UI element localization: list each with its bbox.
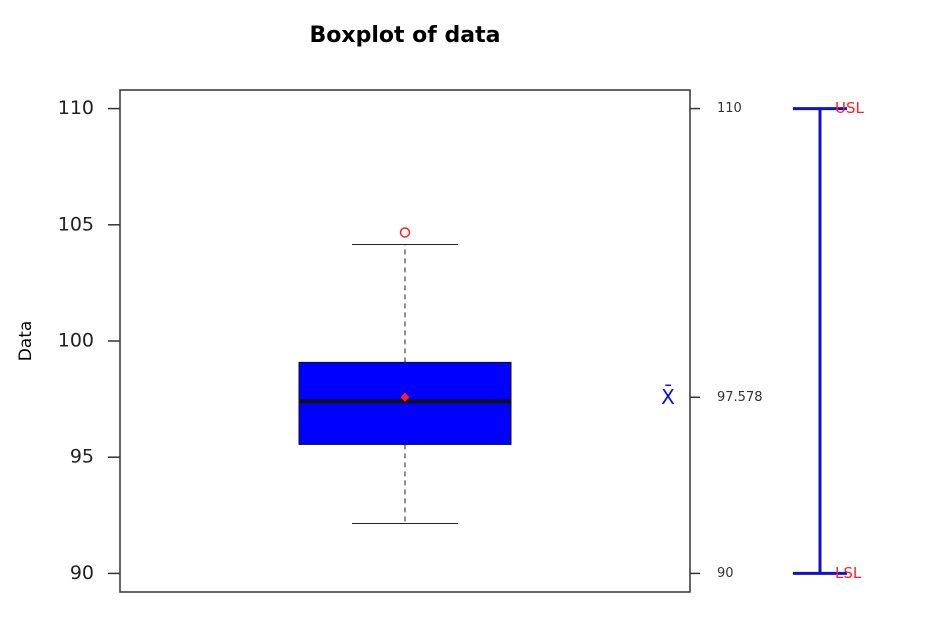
y2-tick-label: 90 [717, 566, 734, 581]
chart-title: Boxplot of data [310, 23, 501, 48]
y-tick-label: 90 [70, 562, 94, 584]
y-tick-label: 105 [58, 213, 94, 235]
outlier [399, 227, 411, 238]
mean-symbol: X̄ [661, 384, 675, 409]
y2-tick-label: 110 [717, 101, 742, 116]
y-axis-label: Data [16, 321, 36, 362]
y2-tick-label: 97.578 [717, 390, 763, 405]
y-tick-label: 110 [58, 97, 94, 119]
y-tick-label: 95 [70, 446, 94, 468]
spec-label: LSL [835, 564, 862, 582]
spec-label: USL [835, 99, 865, 117]
y-tick-label: 100 [58, 330, 94, 352]
mean-marker [400, 392, 410, 402]
